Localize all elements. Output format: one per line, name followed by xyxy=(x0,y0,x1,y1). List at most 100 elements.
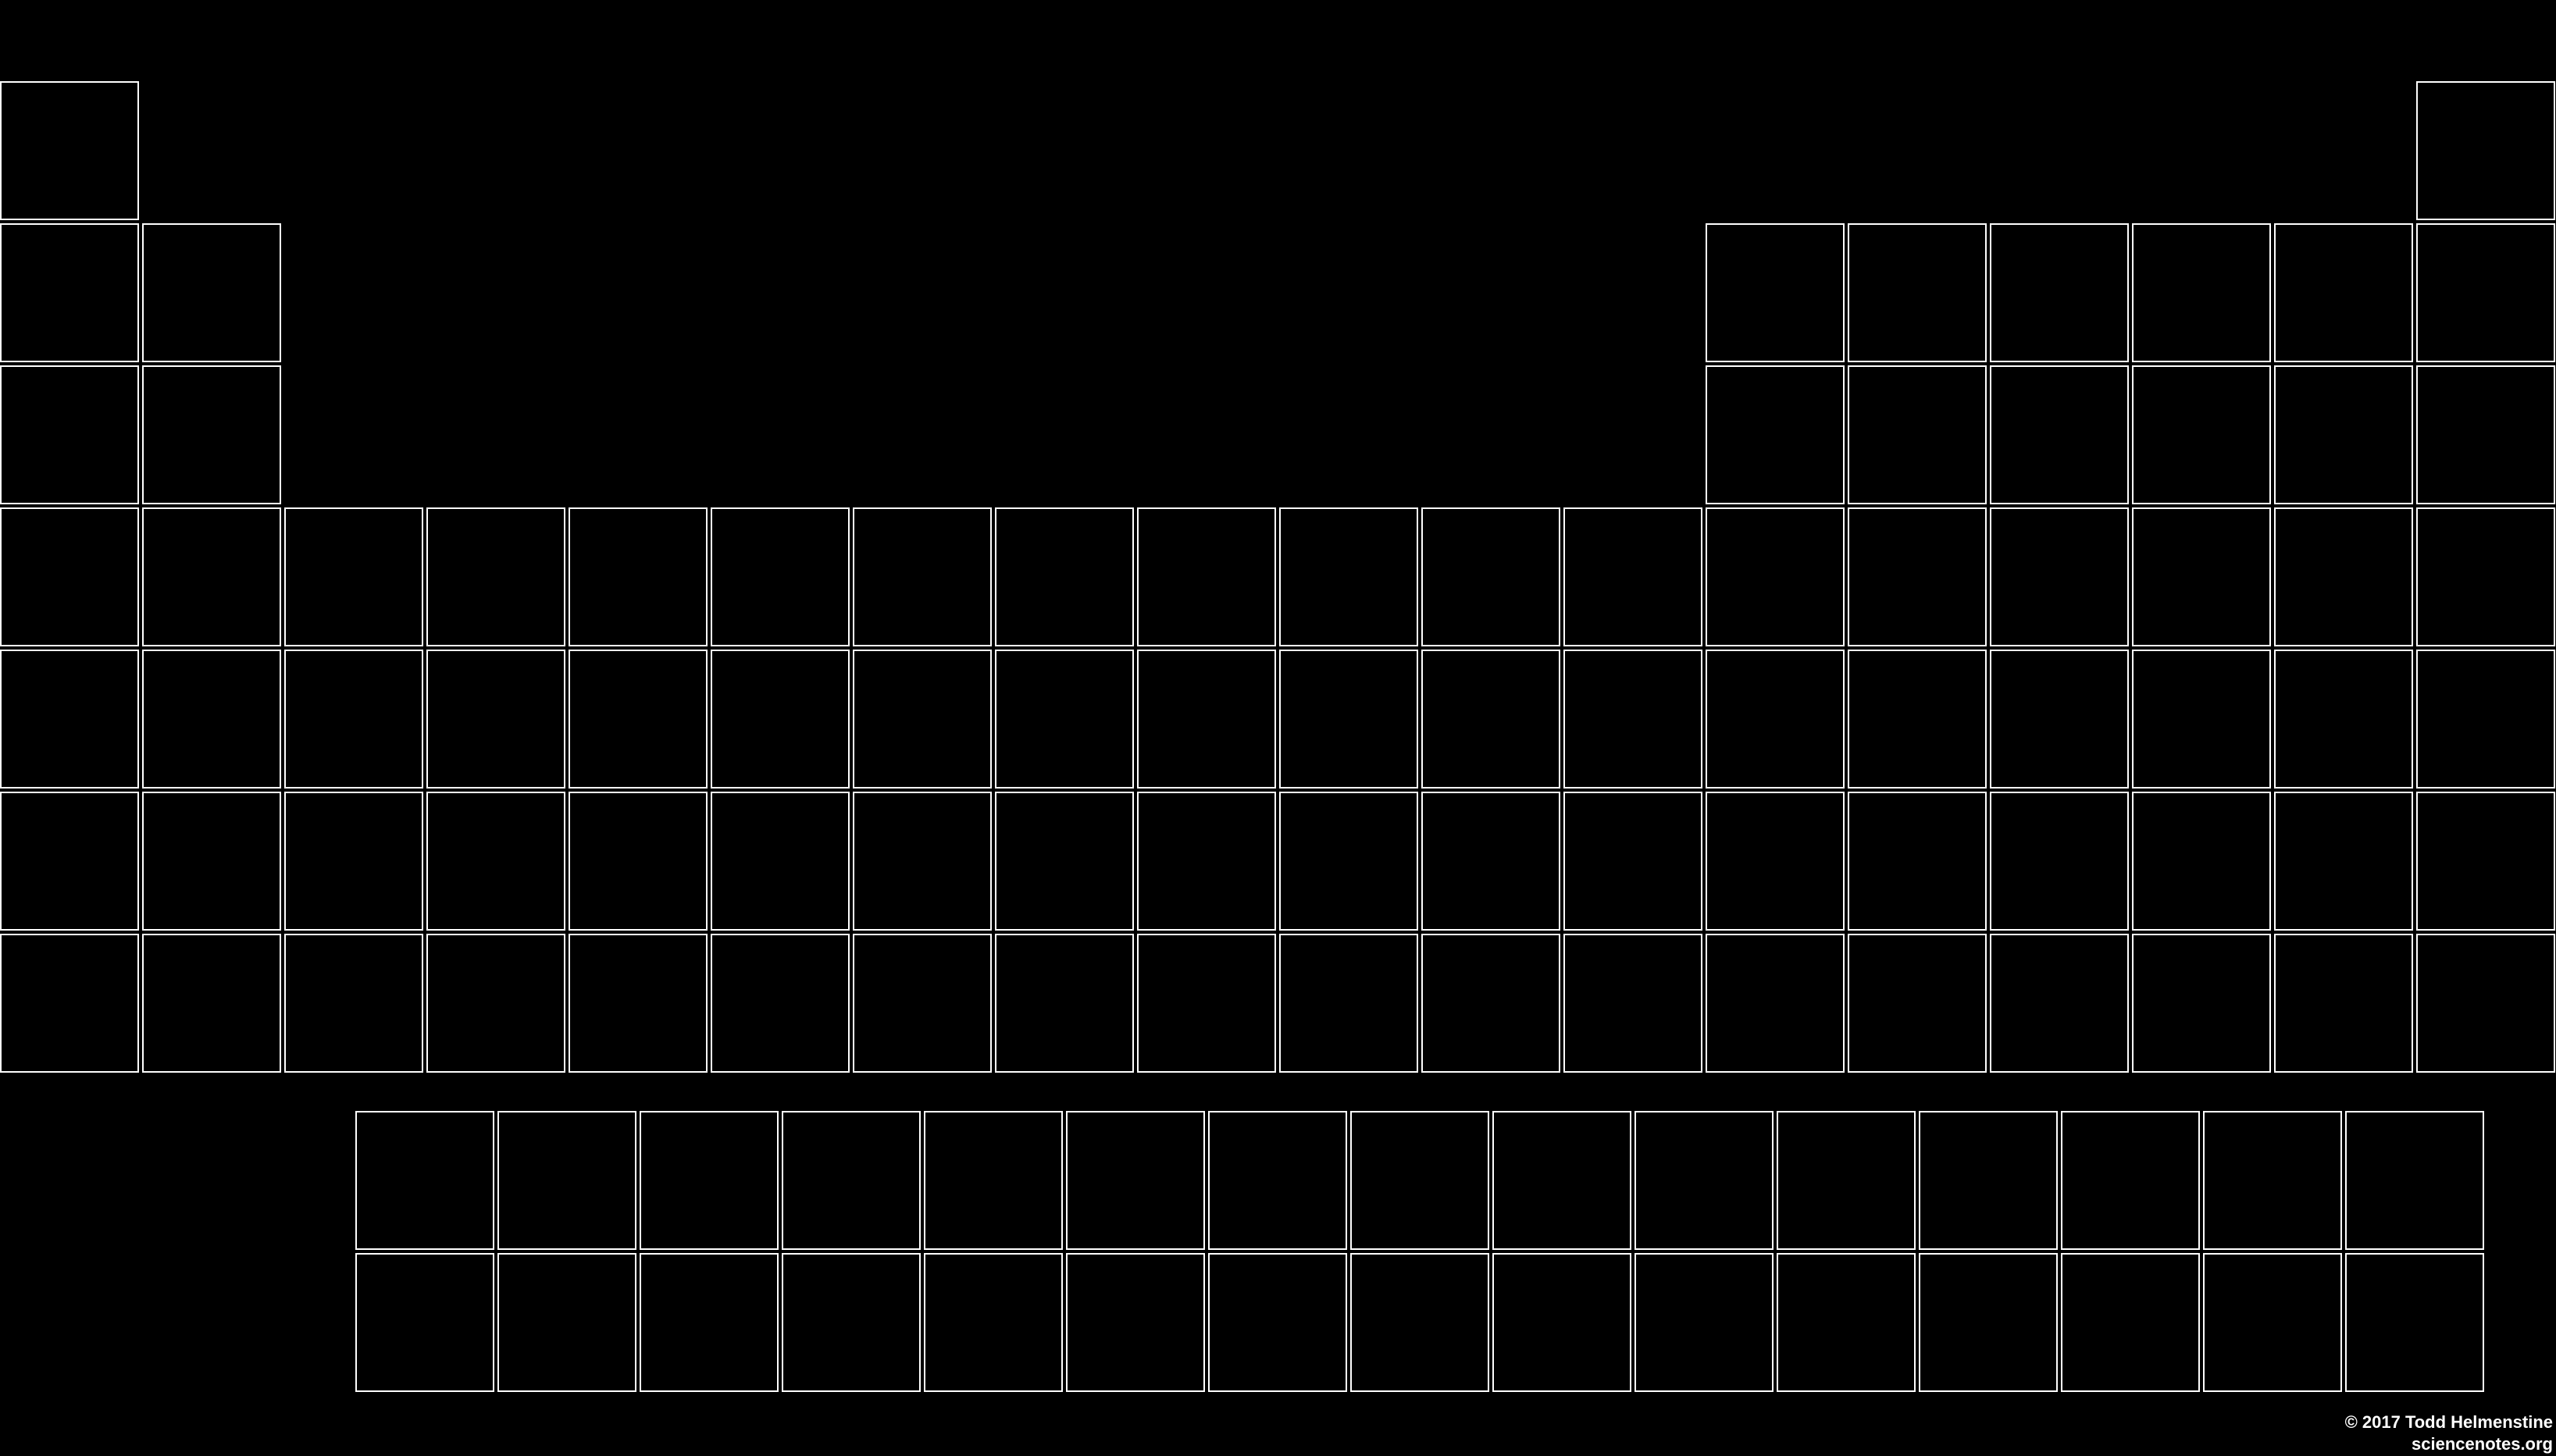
periodic-table-canvas: © 2017 Todd Helmenstine sciencenotes.org xyxy=(0,0,2556,1456)
element-cell-p5-g5 xyxy=(569,650,708,789)
element-cell-p4-g18 xyxy=(2416,507,2555,646)
element-cell-p7-g9 xyxy=(1137,934,1276,1073)
element-cell-p6-g1 xyxy=(0,792,139,931)
element-cell-p7-g12 xyxy=(1563,934,1702,1073)
fblock-cell-r2-c1 xyxy=(355,1253,494,1392)
element-cell-p4-g16 xyxy=(2132,507,2271,646)
element-cell-p1-g18 xyxy=(2416,81,2555,220)
element-cell-p4-g14 xyxy=(1848,507,1987,646)
element-cell-p6-g16 xyxy=(2132,792,2271,931)
element-cell-p7-g11 xyxy=(1421,934,1560,1073)
element-cell-p6-g3 xyxy=(284,792,423,931)
fblock-cell-r1-c4 xyxy=(782,1111,921,1250)
element-cell-p5-g10 xyxy=(1279,650,1418,789)
element-cell-p7-g4 xyxy=(426,934,565,1073)
element-cell-p6-g6 xyxy=(711,792,850,931)
element-cell-p5-g6 xyxy=(711,650,850,789)
element-cell-p5-g12 xyxy=(1563,650,1702,789)
element-cell-p4-g8 xyxy=(995,507,1134,646)
element-cell-p3-g13 xyxy=(1706,365,1845,504)
fblock-cell-r2-c3 xyxy=(640,1253,779,1392)
fblock-cell-r1-c13 xyxy=(2061,1111,2200,1250)
element-cell-p4-g12 xyxy=(1563,507,1702,646)
element-cell-p7-g6 xyxy=(711,934,850,1073)
element-cell-p5-g16 xyxy=(2132,650,2271,789)
element-cell-p6-g11 xyxy=(1421,792,1560,931)
fblock-cell-r2-c5 xyxy=(924,1253,1063,1392)
element-cell-p6-g5 xyxy=(569,792,708,931)
element-cell-p3-g17 xyxy=(2274,365,2413,504)
element-cell-p2-g15 xyxy=(1990,223,2129,362)
element-cell-p6-g7 xyxy=(853,792,992,931)
fblock-cell-r2-c8 xyxy=(1350,1253,1489,1392)
element-cell-p5-g14 xyxy=(1848,650,1987,789)
element-cell-p7-g5 xyxy=(569,934,708,1073)
element-cell-p4-g17 xyxy=(2274,507,2413,646)
element-cell-p3-g2 xyxy=(142,365,281,504)
element-cell-p7-g18 xyxy=(2416,934,2555,1073)
fblock-cell-r1-c6 xyxy=(1066,1111,1205,1250)
element-cell-p5-g2 xyxy=(142,650,281,789)
fblock-cell-r1-c1 xyxy=(355,1111,494,1250)
fblock-cell-r2-c6 xyxy=(1066,1253,1205,1392)
fblock-cell-r1-c12 xyxy=(1919,1111,2058,1250)
element-cell-p7-g7 xyxy=(853,934,992,1073)
element-cell-p5-g4 xyxy=(426,650,565,789)
attribution-block: © 2017 Todd Helmenstine sciencenotes.org xyxy=(2345,1412,2556,1456)
element-cell-p6-g10 xyxy=(1279,792,1418,931)
element-cell-p7-g17 xyxy=(2274,934,2413,1073)
element-cell-p6-g18 xyxy=(2416,792,2555,931)
element-cell-p6-g15 xyxy=(1990,792,2129,931)
fblock-cell-r2-c11 xyxy=(1777,1253,1916,1392)
element-cell-p5-g18 xyxy=(2416,650,2555,789)
fblock-cell-r2-c15 xyxy=(2345,1253,2484,1392)
element-cell-p7-g15 xyxy=(1990,934,2129,1073)
fblock-cell-r1-c5 xyxy=(924,1111,1063,1250)
element-cell-p4-g15 xyxy=(1990,507,2129,646)
element-cell-p3-g15 xyxy=(1990,365,2129,504)
element-cell-p6-g8 xyxy=(995,792,1134,931)
element-cell-p2-g16 xyxy=(2132,223,2271,362)
element-cell-p6-g12 xyxy=(1563,792,1702,931)
fblock-cell-r1-c15 xyxy=(2345,1111,2484,1250)
element-cell-p6-g2 xyxy=(142,792,281,931)
element-cell-p4-g4 xyxy=(426,507,565,646)
element-cell-p2-g18 xyxy=(2416,223,2555,362)
element-cell-p7-g14 xyxy=(1848,934,1987,1073)
element-cell-p7-g8 xyxy=(995,934,1134,1073)
element-cell-p2-g14 xyxy=(1848,223,1987,362)
attribution-line-1: © 2017 Todd Helmenstine xyxy=(2345,1412,2553,1433)
element-cell-p4-g13 xyxy=(1706,507,1845,646)
fblock-cell-r2-c14 xyxy=(2203,1253,2342,1392)
element-cell-p7-g10 xyxy=(1279,934,1418,1073)
element-cell-p3-g1 xyxy=(0,365,139,504)
element-cell-p6-g4 xyxy=(426,792,565,931)
element-cell-p7-g13 xyxy=(1706,934,1845,1073)
element-cell-p4-g11 xyxy=(1421,507,1560,646)
element-cell-p2-g17 xyxy=(2274,223,2413,362)
element-cell-p6-g13 xyxy=(1706,792,1845,931)
element-cell-p4-g6 xyxy=(711,507,850,646)
element-cell-p4-g5 xyxy=(569,507,708,646)
element-cell-p4-g10 xyxy=(1279,507,1418,646)
fblock-cell-r2-c2 xyxy=(497,1253,636,1392)
fblock-cell-r2-c9 xyxy=(1492,1253,1631,1392)
element-cell-p2-g1 xyxy=(0,223,139,362)
element-cell-p7-g3 xyxy=(284,934,423,1073)
element-cell-p3-g16 xyxy=(2132,365,2271,504)
fblock-cell-r2-c10 xyxy=(1634,1253,1774,1392)
element-cell-p4-g7 xyxy=(853,507,992,646)
fblock-cell-r2-c4 xyxy=(782,1253,921,1392)
element-cell-p4-g9 xyxy=(1137,507,1276,646)
element-cell-p5-g7 xyxy=(853,650,992,789)
fblock-cell-r2-c13 xyxy=(2061,1253,2200,1392)
element-cell-p5-g3 xyxy=(284,650,423,789)
attribution-line-2: sciencenotes.org xyxy=(2345,1433,2553,1455)
element-cell-p5-g17 xyxy=(2274,650,2413,789)
fblock-cell-r1-c10 xyxy=(1634,1111,1774,1250)
element-cell-p5-g8 xyxy=(995,650,1134,789)
element-cell-p4-g1 xyxy=(0,507,139,646)
element-cell-p6-g9 xyxy=(1137,792,1276,931)
element-cell-p7-g16 xyxy=(2132,934,2271,1073)
element-cell-p5-g1 xyxy=(0,650,139,789)
